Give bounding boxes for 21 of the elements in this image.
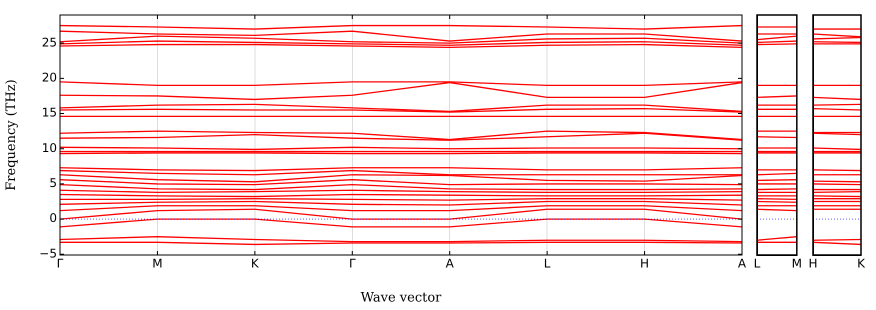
x-tick-label: H [640, 256, 650, 270]
y-tick-label: 20 [42, 70, 57, 84]
x-tick-label: K [857, 256, 866, 270]
x-tick-label: A [446, 256, 455, 270]
y-tick-label: 15 [42, 106, 57, 120]
x-tick-label: K [250, 256, 260, 270]
x-tick-label: L [754, 256, 761, 270]
y-tick-label: −5 [39, 246, 57, 260]
x-tick-label: M [792, 256, 802, 270]
x-tick-label: A [738, 256, 747, 270]
x-tick-label: M [152, 256, 163, 270]
x-tick-label: L [544, 256, 551, 270]
x-tick-label: Γ [56, 256, 64, 270]
y-tick-label: 25 [42, 35, 57, 50]
x-tick-label: H [808, 256, 818, 270]
x-axis-title: Wave vector [360, 290, 442, 306]
y-tick-label: 5 [49, 176, 57, 190]
y-tick-label: 10 [42, 140, 57, 155]
y-tick-label: 0 [49, 211, 57, 226]
y-axis-title: Frequency (THz) [4, 79, 20, 191]
x-tick-label: Γ [348, 256, 356, 270]
